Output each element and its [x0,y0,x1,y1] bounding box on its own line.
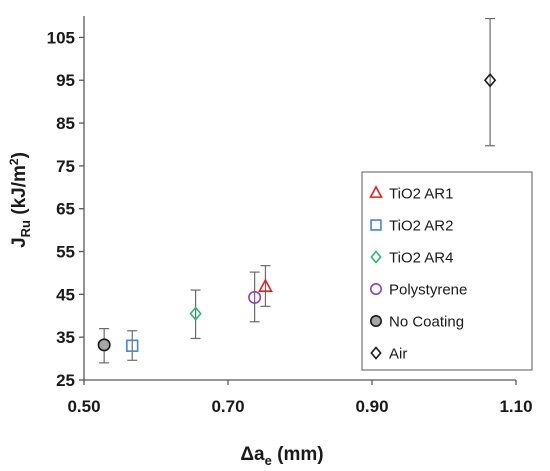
legend-label: Air [389,346,407,363]
legend-marker [369,282,383,296]
y-axis-title: JRu (kJ/m2) [7,152,33,248]
data-point [248,290,262,304]
data-point [483,73,497,88]
x-tick-label: 0.90 [355,397,388,416]
data-points [97,17,497,364]
legend-items: TiO2 AR1 TiO2 AR2 TiO2 AR4 Polystyrene No Co… [369,185,467,363]
plot-area: 25 35 45 55 65 75 85 95 105 0.50 0.70 0.90 1.10 [47,16,533,416]
series-air [483,17,497,147]
legend-item: Air [370,346,407,363]
y-tick-label: 65 [56,200,75,219]
y-tick-label: 75 [56,157,75,176]
x-tick-label: 1.10 [499,397,532,416]
legend-item: TiO2 AR1 [369,185,453,203]
x-tick-label: 0.50 [67,397,100,416]
legend-label: No Coating [389,314,464,331]
legend-box [361,171,533,371]
data-point [258,278,273,292]
series-tio2-ar1 [258,265,273,307]
legend-item: TiO2 AR2 [370,218,453,235]
legend-item: No Coating [369,314,464,331]
legend-label: Polystyrene [389,282,467,299]
y-tick-label: 45 [56,285,75,304]
series-polystyrene [248,271,262,323]
legend-marker [369,185,383,198]
x-tick-label: 0.70 [211,397,244,416]
data-point [126,339,139,352]
series-no-coating [97,328,111,364]
legend-label: TiO2 AR2 [389,218,453,235]
series-tio2-ar2 [126,330,139,361]
y-tick-label: 55 [56,243,75,262]
x-axis-ticks: 0.50 0.70 0.90 1.10 [67,380,533,416]
y-axis-ticks: 25 35 45 55 65 75 85 95 105 [47,28,84,390]
x-axis-title: Δae (mm) [240,444,323,468]
legend-marker [370,250,382,264]
legend-marker [369,314,383,328]
y-tick-label: 105 [47,28,75,47]
series-tio2-ar4 [189,289,202,340]
legend-label: TiO2 AR4 [389,250,453,267]
y-tick-label: 35 [56,328,75,347]
y-tick-label: 25 [56,371,75,390]
legend-item: Polystyrene [369,282,467,299]
y-tick-label: 95 [56,71,75,90]
legend-marker [370,219,382,231]
y-tick-label: 85 [56,114,75,133]
legend: TiO2 AR1 TiO2 AR2 TiO2 AR4 Polystyrene No Co… [361,171,533,371]
legend-item: TiO2 AR4 [370,250,453,267]
legend-marker [370,346,382,360]
data-point [189,306,202,321]
data-point [97,338,111,352]
legend-label: TiO2 AR1 [389,186,453,203]
